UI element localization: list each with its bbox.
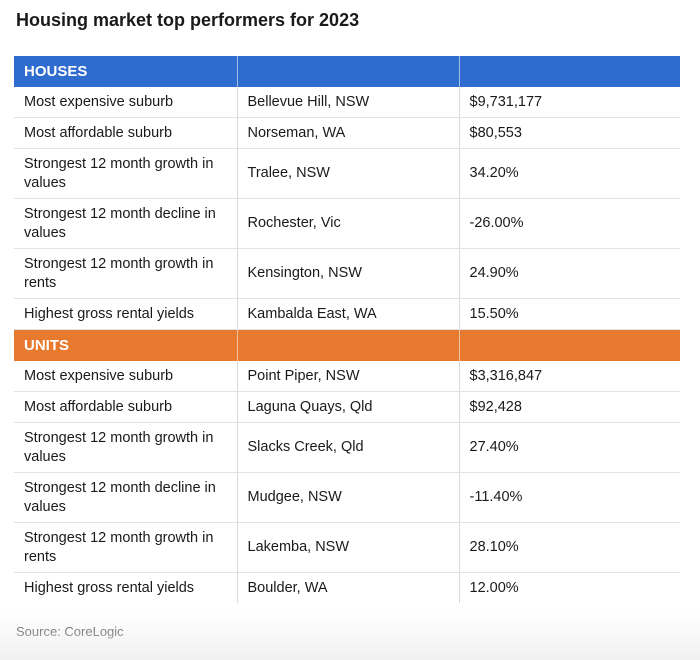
suburb-cell: Kensington, NSW — [236, 248, 459, 299]
table-row: Strongest 12 month growth in rents Lakemb… — [14, 522, 680, 573]
performers-table: HOUSES Most expensive suburb Bellevue Hill… — [14, 56, 680, 603]
metric-cell: Most affordable suburb — [14, 391, 237, 423]
suburb-cell: Bellevue Hill, NSW — [236, 87, 459, 118]
value-cell: 28.10% — [458, 522, 680, 573]
metric-cell: Most expensive suburb — [14, 361, 237, 392]
suburb-cell: Norseman, WA — [236, 117, 459, 149]
metric-cell: Strongest 12 month decline in values — [14, 472, 237, 523]
units-section-header: UNITS — [14, 329, 680, 361]
metric-cell: Strongest 12 month decline in values — [14, 198, 237, 249]
table-row: Most affordable suburb Norseman, WA $80,55… — [14, 117, 680, 149]
table-row: Most affordable suburb Laguna Quays, Qld $… — [14, 391, 680, 423]
source-note: Source: CoreLogic — [16, 624, 124, 639]
table-row: Most expensive suburb Bellevue Hill, NSW $… — [14, 87, 680, 118]
suburb-cell: Slacks Creek, Qld — [236, 422, 459, 473]
metric-cell: Most affordable suburb — [14, 117, 237, 149]
value-cell: 24.90% — [458, 248, 680, 299]
chart-title: Housing market top performers for 2023 — [16, 10, 360, 30]
table-row: Strongest 12 month growth in values Slack… — [14, 422, 680, 473]
suburb-cell: Laguna Quays, Qld — [236, 391, 459, 423]
suburb-cell: Tralee, NSW — [236, 148, 459, 199]
value-cell: -11.40% — [458, 472, 680, 523]
value-cell: 27.40% — [458, 422, 680, 473]
value-cell: 12.00% — [458, 572, 680, 603]
metric-cell: Strongest 12 month growth in rents — [14, 522, 237, 573]
suburb-cell: Rochester, Vic — [236, 198, 459, 249]
table-row: Most expensive suburb Point Piper, NSW $3,… — [14, 361, 680, 392]
section-label: UNITS — [14, 329, 237, 361]
suburb-cell: Lakemba, NSW — [236, 522, 459, 573]
metric-cell: Strongest 12 month growth in values — [14, 422, 237, 473]
value-cell: 34.20% — [458, 148, 680, 199]
section-header-cell — [236, 56, 459, 87]
suburb-cell: Point Piper, NSW — [236, 361, 459, 392]
metric-cell: Strongest 12 month growth in values — [14, 148, 237, 199]
table-row: Strongest 12 month growth in values Trale… — [14, 148, 680, 199]
table-row: Highest gross rental yields Kambalda East… — [14, 298, 680, 330]
section-header-cell — [236, 329, 459, 361]
suburb-cell: Boulder, WA — [236, 572, 459, 603]
section-label: HOUSES — [14, 56, 237, 87]
value-cell: -26.00% — [458, 198, 680, 249]
value-cell: $80,553 — [458, 117, 680, 149]
value-cell: $9,731,177 — [458, 87, 680, 118]
value-cell: $3,316,847 — [458, 361, 680, 392]
metric-cell: Highest gross rental yields — [24, 579, 195, 596]
value-cell: 15.50% — [458, 298, 680, 330]
metric-cell: Strongest 12 month growth in rents — [14, 248, 237, 299]
table-row: Strongest 12 month decline in values Mudg… — [14, 472, 680, 523]
suburb-cell: Mudgee, NSW — [236, 472, 459, 523]
section-header-cell — [458, 329, 680, 361]
metric-cell: Highest gross rental yields — [14, 298, 237, 330]
houses-section-header: HOUSES — [14, 56, 680, 87]
section-header-cell — [458, 56, 680, 87]
metric-cell: Most expensive suburb — [14, 87, 237, 118]
table-row: Highest gross rental yields Boulder, WA 12… — [14, 572, 680, 603]
table-row: Strongest 12 month growth in rents Kensin… — [14, 248, 680, 299]
table-row: Strongest 12 month decline in values Roch… — [14, 198, 680, 249]
suburb-cell: Kambalda East, WA — [236, 298, 459, 330]
value-cell: $92,428 — [458, 391, 680, 423]
